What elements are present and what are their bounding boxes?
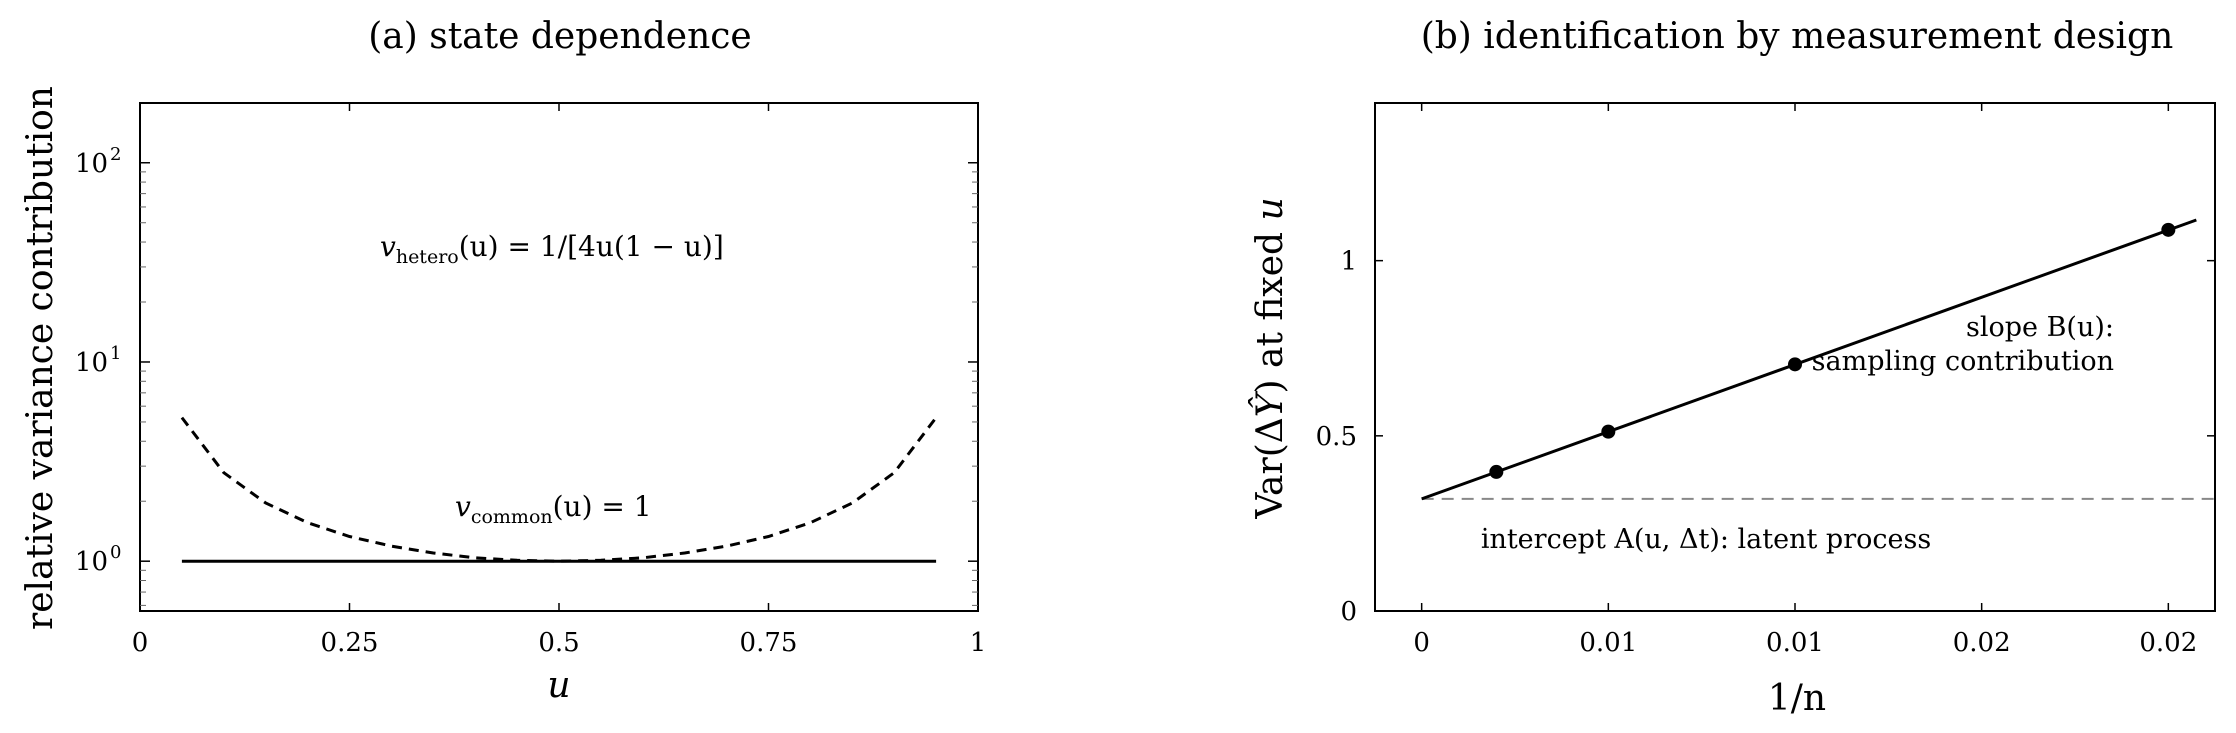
panel-b-y-tick-label: 1 <box>1340 247 1357 277</box>
panel-b-y-tick-label: 0.5 <box>1316 422 1357 452</box>
panel-b-y-ticks: 00.51 <box>1316 247 2215 627</box>
panel-a-y-axis-label: relative variance contribution <box>20 86 61 630</box>
panel-b-data-point <box>2161 222 2176 237</box>
panel-b-x-tick-label: 0.01 <box>1579 628 1637 658</box>
panel-b-x-ticks: 0 0.01 0.01 0.02 0.02 <box>1413 103 2197 658</box>
hetero-v: v <box>380 230 396 263</box>
ylabel-part-2: Ŷ <box>1249 390 1291 417</box>
panel-a-y-tick-exponent: 2 <box>110 144 121 165</box>
panel-a-y-tick-exponent: 0 <box>110 542 121 563</box>
panel-b-fit-line <box>1421 218 2197 501</box>
panel-a-title: (a) state dependence <box>368 16 752 57</box>
panel-a-y-tick-label: 10 <box>75 149 108 179</box>
panel-b-slope-annotation-line1: slope B(u): <box>1966 312 2114 343</box>
panel-b-title: (b) identification by measurement design <box>1421 16 2174 57</box>
common-subscript: common <box>471 506 553 528</box>
panel-b-x-tick-label: 0.01 <box>1766 628 1824 658</box>
panel-a-x-tick-label: 0.5 <box>538 628 579 658</box>
common-v: v <box>455 490 471 523</box>
common-formula: (u) = 1 <box>553 490 652 523</box>
panel-a-x-tick-label: 0.25 <box>321 628 379 658</box>
panel-b-x-axis-label: 1/n <box>1768 678 1826 719</box>
panel-a-x-tick-label: 0 <box>132 628 149 658</box>
panel-b-intercept-annotation: intercept A(u, Δt): latent process <box>1481 524 1931 555</box>
panel-a: (a) state dependence 0 0.25 0.5 0.75 1 10 010… <box>20 16 986 706</box>
panel-b-y-tick-label: 0 <box>1340 597 1357 627</box>
panel-a-common-annotation: vcommon(u) = 1 <box>455 490 652 528</box>
panel-b-x-tick-label: 0.02 <box>2139 628 2197 658</box>
hetero-formula: (u) = 1/[4u(1 − u)] <box>459 230 724 263</box>
panel-b: (b) identification by measurement design… <box>1249 16 2216 719</box>
hetero-subscript: hetero <box>396 246 459 268</box>
panel-b-x-tick-label: 0 <box>1413 628 1430 658</box>
panel-b-x-tick-label: 0.02 <box>1953 628 2011 658</box>
ylabel-part-4: u <box>1250 197 1291 220</box>
panel-b-data-point <box>1489 464 1504 479</box>
panel-a-y-tick-label: 10 <box>75 348 108 378</box>
ylabel-part-1: Var(Δ <box>1250 417 1291 519</box>
panel-b-y-axis-label: Var(ΔŶ) at fixed u <box>1249 197 1291 519</box>
panel-a-plot-frame <box>139 102 979 612</box>
panel-b-data-point <box>1788 357 1802 372</box>
panel-b-data-point <box>1601 424 1616 439</box>
panel-b-slope-annotation-line2: sampling contribution <box>1812 346 2114 377</box>
panel-b-series <box>1421 218 2215 501</box>
panel-a-y-tick-exponent: 1 <box>110 343 121 364</box>
panel-a-y-tick-label: 10 <box>75 547 108 577</box>
ylabel-part-3: ) at fixed <box>1250 221 1291 394</box>
panel-a-x-axis-label: u <box>547 665 570 706</box>
panel-a-series <box>180 416 938 563</box>
panel-a-hetero-annotation: vhetero(u) = 1/[4u(1 − u)] <box>380 230 724 268</box>
panel-a-x-tick-label: 0.75 <box>740 628 798 658</box>
panel-a-x-tick-label: 1 <box>970 628 987 658</box>
panel-a-x-ticks: 0 0.25 0.5 0.75 1 <box>132 103 987 658</box>
